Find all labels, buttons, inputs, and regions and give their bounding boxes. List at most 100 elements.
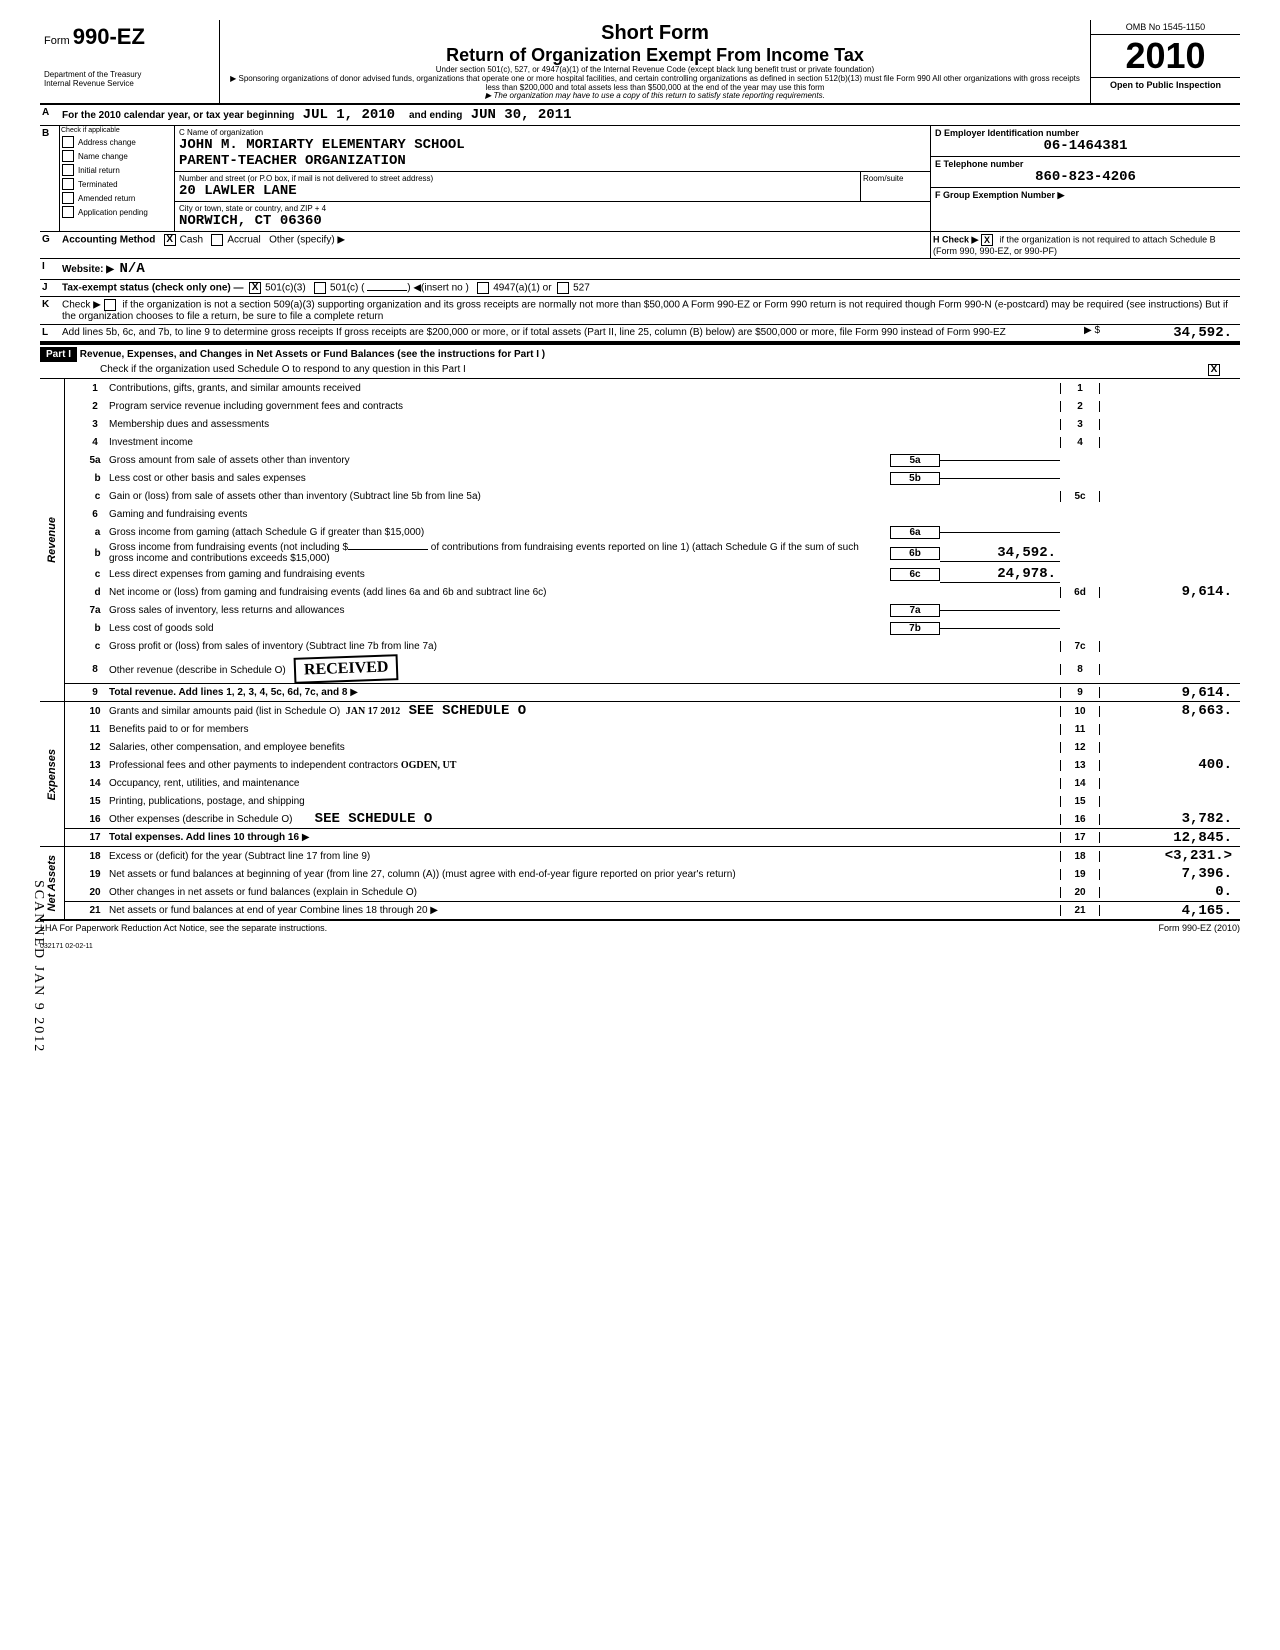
city-label: City or town, state or country, and ZIP … — [179, 204, 926, 213]
l-value: 34,592. — [1100, 325, 1240, 341]
501c3-label: 501(c)(3) — [265, 283, 306, 294]
check-address[interactable]: Address change — [60, 135, 174, 149]
label-a: A — [40, 105, 60, 125]
accrual-checkbox[interactable] — [211, 234, 223, 246]
label-l: L — [40, 325, 60, 341]
check-terminated[interactable]: Terminated — [60, 177, 174, 191]
omb-number: OMB No 1545-1150 — [1091, 20, 1240, 35]
line-5a: Gross amount from sale of assets other t… — [105, 454, 890, 467]
period-end: JUN 30, 2011 — [471, 107, 572, 123]
line-18: Excess or (deficit) for the year (Subtra… — [105, 850, 1060, 863]
line-l: L Add lines 5b, 6c, and 7b, to line 9 to… — [40, 325, 1240, 343]
val-19: 7,396. — [1100, 866, 1240, 882]
line-5c: Gain or (loss) from sale of assets other… — [105, 490, 1060, 503]
val-10: 8,663. — [1100, 703, 1240, 719]
stamp-loc: OGDEN, UT — [401, 760, 457, 771]
line-11: Benefits paid to or for members — [105, 723, 1060, 736]
line-g-h: G Accounting Method Cash Accrual Other (… — [40, 232, 1240, 259]
form-header: Form 990-EZ Department of the Treasury I… — [40, 20, 1240, 105]
527-checkbox[interactable] — [557, 282, 569, 294]
ein-block: D Employer Identification number 06-1464… — [930, 126, 1240, 231]
line-7a: Gross sales of inventory, less returns a… — [105, 604, 890, 617]
note-16: SEE SCHEDULE O — [315, 811, 433, 827]
l-arrow: ▶ $ — [1050, 325, 1100, 341]
phone-label: E Telephone number — [935, 159, 1236, 169]
note-10: SEE SCHEDULE O — [409, 703, 527, 719]
footer: LHA For Paperwork Reduction Act Notice, … — [40, 921, 1240, 933]
revenue-content: 1Contributions, gifts, grants, and simil… — [65, 379, 1240, 701]
part1-label: Part I — [40, 347, 77, 362]
check-column: Check if applicable Address change Name … — [60, 126, 175, 231]
k-checkbox[interactable] — [104, 299, 116, 311]
line-14: Occupancy, rent, utilities, and maintena… — [105, 777, 1060, 790]
ein-label: D Employer Identification number — [935, 128, 1236, 138]
dept-irs: Internal Revenue Service — [44, 79, 215, 88]
part1-checkbox[interactable] — [1208, 364, 1220, 376]
val-21: 4,165. — [1100, 903, 1240, 919]
netassets-section: Net Assets 18Excess or (deficit) for the… — [40, 847, 1240, 921]
h-checkbox[interactable] — [981, 234, 993, 246]
line-6c: Less direct expenses from gaming and fun… — [105, 568, 890, 581]
cash-checkbox[interactable] — [164, 234, 176, 246]
line-1: Contributions, gifts, grants, and simila… — [105, 382, 1060, 395]
period-label: For the 2010 calendar year, or tax year … — [62, 110, 294, 121]
period-text: For the 2010 calendar year, or tax year … — [60, 105, 1240, 125]
department: Department of the Treasury Internal Reve… — [44, 70, 215, 88]
line-6b-pre: Gross income from fundraising events (no… — [109, 542, 348, 553]
label-i: I — [40, 259, 60, 279]
room-label: Room/suite — [860, 172, 930, 201]
check-initial[interactable]: Initial return — [60, 163, 174, 177]
label-j: J — [40, 280, 60, 296]
city-value: NORWICH, CT 06360 — [179, 213, 926, 229]
val-20: 0. — [1100, 884, 1240, 900]
subtitle-3: ▶ The organization may have to use a cop… — [228, 92, 1082, 101]
val-6c: 24,978. — [940, 566, 1060, 583]
val-13: 400. — [1100, 757, 1240, 773]
line-6d: Net income or (loss) from gaming and fun… — [105, 586, 1060, 599]
val-16: 3,782. — [1100, 811, 1240, 827]
line-h: H Check ▶ if the organization is not req… — [930, 232, 1240, 258]
part-1-header: Part I Revenue, Expenses, and Changes in… — [40, 343, 1240, 379]
part1-check-text: Check if the organization used Schedule … — [100, 364, 1208, 376]
501c3-checkbox[interactable] — [249, 282, 261, 294]
val-17: 12,845. — [1100, 830, 1240, 846]
line-6a: Gross income from gaming (attach Schedul… — [105, 526, 890, 539]
section-bcdef: B Check if applicable Address change Nam… — [40, 126, 1240, 232]
revenue-side: Revenue — [40, 379, 65, 701]
501c-checkbox[interactable] — [314, 282, 326, 294]
footer-code: 032171 02-02-11 — [40, 943, 1240, 950]
4947-checkbox[interactable] — [477, 282, 489, 294]
website-label: Website: ▶ — [62, 264, 114, 275]
name-label: C Name of organization — [179, 128, 926, 137]
line-21: Net assets or fund balances at end of ye… — [109, 905, 428, 916]
line-19: Net assets or fund balances at beginning… — [105, 868, 1060, 881]
expenses-section: Expenses 10Grants and similar amounts pa… — [40, 702, 1240, 847]
expenses-label: Expenses — [46, 749, 58, 800]
line-15: Printing, publications, postage, and shi… — [105, 795, 1060, 808]
period-begin: JUL 1, 2010 — [303, 107, 395, 123]
cash-label: Cash — [180, 235, 203, 246]
val-9: 9,614. — [1100, 685, 1240, 701]
expenses-side: Expenses — [40, 702, 65, 846]
val-6d: 9,614. — [1100, 584, 1240, 600]
check-name[interactable]: Name change — [60, 149, 174, 163]
short-form-label: Short Form — [228, 22, 1082, 45]
l-text: Add lines 5b, 6c, and 7b, to line 9 to d… — [62, 327, 1006, 338]
line-a: A For the 2010 calendar year, or tax yea… — [40, 105, 1240, 126]
check-amended[interactable]: Amended return — [60, 191, 174, 205]
k-label: Check ▶ — [62, 300, 101, 311]
website-value: N/A — [120, 261, 145, 277]
val-18: <3,231.> — [1100, 848, 1240, 864]
val-6b: 34,592. — [940, 545, 1060, 562]
line-k: K Check ▶ if the organization is not a s… — [40, 297, 1240, 325]
k-text: if the organization is not a section 509… — [62, 300, 1228, 322]
line-7c: Gross profit or (loss) from sales of inv… — [105, 640, 1060, 653]
header-left: Form 990-EZ Department of the Treasury I… — [40, 20, 220, 103]
netassets-content: 18Excess or (deficit) for the year (Subt… — [65, 847, 1240, 919]
insert-label: ◀(insert no ) — [413, 283, 468, 294]
name-block: C Name of organization JOHN M. MORIARTY … — [175, 126, 930, 231]
form-prefix: Form — [44, 35, 70, 47]
check-pending[interactable]: Application pending — [60, 205, 174, 219]
org-name-1: JOHN M. MORIARTY ELEMENTARY SCHOOL — [179, 137, 926, 153]
form-990ez: Form 990-EZ Department of the Treasury I… — [40, 20, 1240, 950]
